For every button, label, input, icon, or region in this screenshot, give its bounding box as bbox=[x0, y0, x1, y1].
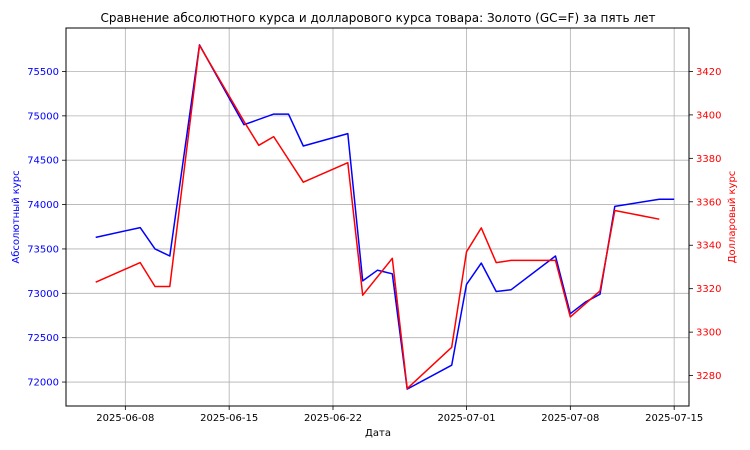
x-tick-label: 2025-07-08 bbox=[541, 413, 599, 424]
left-tick-label: 75500 bbox=[27, 67, 59, 78]
x-tick-label: 2025-06-15 bbox=[200, 413, 258, 424]
right-tick-label: 3280 bbox=[696, 371, 721, 382]
right-tick-label: 3380 bbox=[696, 154, 721, 165]
left-tick-label: 73500 bbox=[27, 244, 59, 255]
left-tick-label: 73000 bbox=[27, 289, 59, 300]
left-axis-title: Абсолютный курс bbox=[11, 170, 22, 263]
left-tick-label: 74000 bbox=[27, 200, 59, 211]
plot-frame bbox=[65, 27, 690, 407]
right-tick-label: 3360 bbox=[696, 197, 721, 208]
x-tick-label: 2025-06-08 bbox=[96, 413, 154, 424]
right-tick-label: 3300 bbox=[696, 328, 721, 339]
left-tick-label: 72000 bbox=[27, 378, 59, 389]
right-tick-label: 3320 bbox=[696, 284, 721, 295]
right-axis-title: Долларовый курс bbox=[727, 171, 738, 264]
x-tick-label: 2025-07-01 bbox=[437, 413, 495, 424]
x-tick-label: 2025-07-15 bbox=[645, 413, 703, 424]
x-tick-label: 2025-06-22 bbox=[304, 413, 362, 424]
chart-title: Сравнение абсолютного курса и долларовог… bbox=[101, 11, 656, 25]
x-axis-title: Дата bbox=[365, 428, 391, 439]
right-tick-label: 3400 bbox=[696, 110, 721, 121]
left-tick-label: 72500 bbox=[27, 333, 59, 344]
left-tick-label: 74500 bbox=[27, 156, 59, 167]
right-tick-label: 3340 bbox=[696, 241, 721, 252]
series-line-dollar bbox=[95, 44, 660, 390]
left-tick-label: 75000 bbox=[27, 111, 59, 122]
right-tick-label: 3420 bbox=[696, 67, 721, 78]
